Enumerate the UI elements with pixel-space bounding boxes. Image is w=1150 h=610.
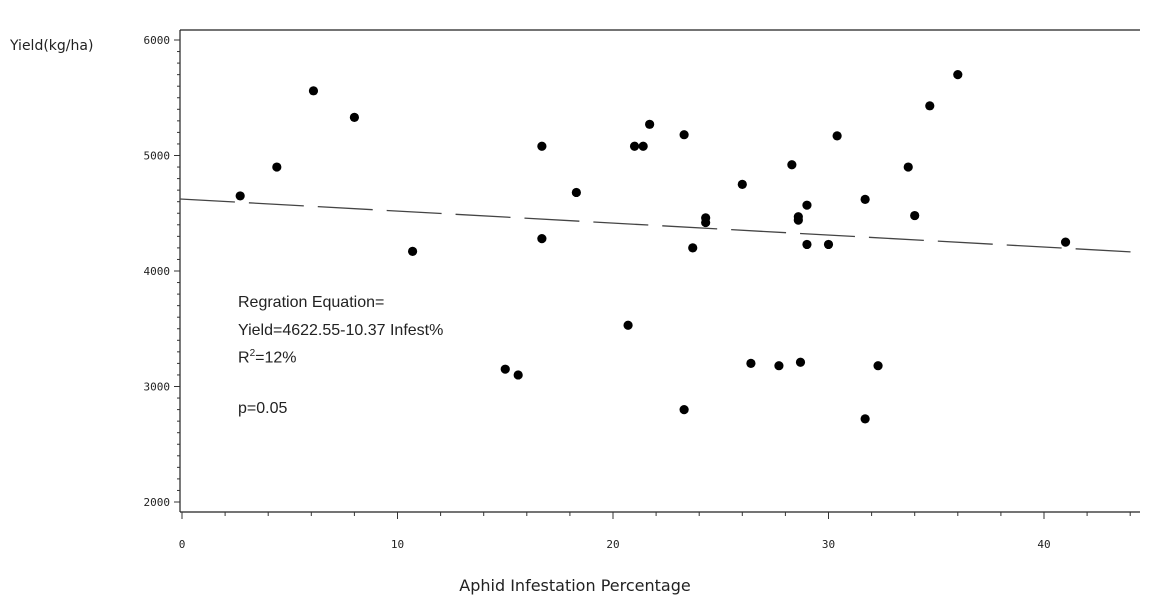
x-tick-label: 20 [606,538,619,551]
data-point [802,200,812,210]
y-tick-label: 5000 [144,150,171,163]
data-point [925,101,935,111]
data-point [701,217,711,228]
data-point [629,141,640,151]
y-axis-label: Yield(kg/ha) [10,38,94,54]
data-point [349,112,359,122]
annotation-p-value: p=0.05 [238,400,288,417]
data-point [774,361,784,371]
data-point [903,162,913,172]
trend-line [179,198,1141,254]
regression-line [179,198,1141,254]
annotation-r-squared: R2=12% [238,348,297,367]
data-point [737,179,747,189]
data-point [1060,237,1071,247]
data-point [746,358,756,368]
data-point [623,320,633,330]
x-tick-label: 40 [1037,538,1050,551]
data-point [860,194,870,204]
data-point [787,160,797,170]
x-tick-label: 30 [822,538,835,551]
data-point [795,357,806,367]
data-point [235,191,245,201]
data-point [688,243,698,253]
r-squared-symbol: R [238,349,250,367]
data-point [802,239,812,250]
data-point [953,70,963,80]
data-point [638,141,648,151]
r-squared-superscript: 2 [249,348,256,359]
x-tick-label: 0 [179,538,186,551]
annotation-title: Regration Equation= [238,294,385,311]
y-tick-label: 4000 [144,265,171,278]
data-point [272,162,282,172]
y-tick-label: 3000 [144,381,171,394]
x-axis: 0 10 20 30 40 [179,512,1131,551]
data-point [823,239,834,250]
y-tick-label: 2000 [144,496,171,509]
data-point [832,131,842,141]
r-squared-value: =12% [255,349,297,367]
data-point [500,364,510,374]
data-point [679,405,689,415]
y-axis: 2000 3000 4000 5000 6000 [144,34,180,509]
data-point [537,234,547,244]
data-point [860,414,870,424]
data-point [308,86,319,96]
data-point [537,141,547,151]
y-tick-label: 6000 [144,34,171,47]
plot-frame [179,29,1140,513]
data-point [910,210,920,221]
data-point [873,361,883,371]
data-point [645,119,655,129]
data-point [793,215,803,225]
x-tick-label: 10 [391,538,404,551]
x-axis-label: Aphid Infestation Percentage [459,576,691,595]
data-point [679,130,689,140]
data-point [513,370,523,380]
data-points [235,70,1071,424]
data-point [407,246,418,256]
data-point [571,187,581,198]
annotation-equation: Yield=4622.55-10.37 Infest% [238,322,444,339]
